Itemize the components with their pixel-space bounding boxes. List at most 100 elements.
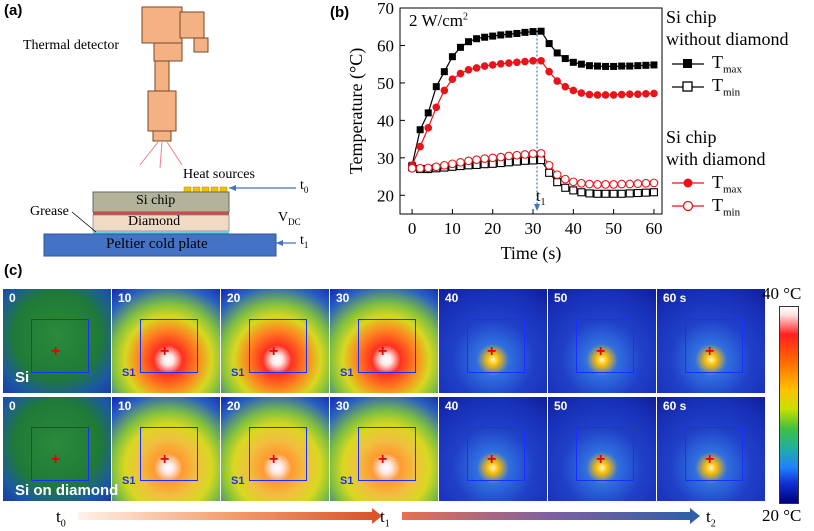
data-point [448,75,457,83]
frame-time-label: 40 [445,399,459,413]
si-chip-label: Si chip [136,193,176,208]
data-point [601,180,610,189]
data-point [536,148,546,158]
data-point [577,89,586,97]
thermal-frame: +40 [439,289,547,393]
thermal-frame: +50 [548,289,656,393]
thermal-frame: +30 S1 [330,397,438,501]
roi-box [249,319,307,373]
thermal-frame: +20 S1 [221,397,329,501]
data-point [585,62,593,70]
data-point [601,189,610,198]
data-point [505,30,513,38]
x-tick-label: 10 [444,219,461,238]
frame-time-label: 20 [227,399,241,413]
series-line [411,30,654,166]
data-point [488,153,498,163]
data-point [456,43,464,51]
data-point [504,151,514,161]
panel-c-label: (c) [4,262,23,279]
data-point [473,35,481,43]
t1-arrowhead [534,204,541,211]
data-point [553,77,561,85]
data-point [432,103,441,112]
data-point [650,61,658,69]
data-point [641,188,650,197]
data-point [545,67,553,76]
x-tick-label: 0 [408,219,417,238]
data-point [585,189,594,198]
roi-label: S1 [231,475,245,487]
diamond-label: Diamond [128,214,181,229]
legend-tmax-black-marker [683,59,692,68]
data-point [568,177,578,187]
thermal-row-si: +0 +10 S1 +20 S1 +30 S1 +40 +50 +60 s [3,289,767,393]
data-point [407,163,417,173]
data-point [480,154,489,163]
frame-time-label: 10 [118,291,132,305]
legend-group2-title: Si chip with diamond [666,127,766,169]
timeline-heating-arrowhead [372,508,382,524]
row-label-si: Si [15,369,30,386]
crosshair-icon: + [487,343,497,360]
plot-frame [399,7,663,215]
data-point [569,86,578,95]
data-point [625,189,634,198]
data-point [618,62,626,70]
data-point [593,189,602,198]
legend-tmax-red-marker [683,178,693,188]
thermal-frame: +30 S1 [330,289,438,393]
x-tick-label: 20 [484,219,501,238]
roi-label: S1 [122,367,136,379]
thermal-frame: +50 [548,397,656,501]
data-point [513,58,521,67]
data-point [431,162,441,172]
roi-label: S1 [340,475,354,487]
data-point [440,68,448,76]
data-point [625,90,634,98]
crosshair-icon: + [705,343,715,360]
data-point [617,90,626,99]
crosshair-icon: + [378,343,388,360]
crosshair-icon: + [51,343,61,360]
x-tick-label: 40 [565,219,582,238]
data-point [529,28,537,36]
data-point [440,86,449,95]
data-point [464,66,473,74]
data-point [617,189,626,198]
legend-group1-title: Si chip without diamond [666,7,789,49]
legend-markers-group1 [672,59,704,92]
roi-box [358,319,416,373]
data-point [528,149,538,159]
colorbar-bottom-label: 20 °C [762,506,802,525]
data-point [602,62,610,70]
data-point [472,64,481,72]
data-point [561,183,570,192]
data-point [593,180,602,189]
roi-box [685,427,743,481]
row-label-si-on-diamond: Si on diamond [15,482,119,499]
legend-tmax-red: Tmax [712,172,742,196]
data-point [448,159,457,169]
data-point [649,188,658,197]
grease-label: Grease [30,204,69,219]
thermal-frame: +10 S1 [112,289,220,393]
colorbar [779,306,799,504]
thermal-detector-icon [141,6,209,142]
x-tick-label: 30 [525,219,542,238]
frame-time-label: 60 s [663,399,687,413]
roi-box [140,319,198,373]
thermal-frame: +60 s [657,397,765,501]
frame-time-label: 10 [118,399,132,413]
frame-time-label: 30 [336,399,350,413]
data-point [520,150,530,159]
y-tick-label: 50 [377,74,394,93]
data-point [456,69,465,78]
timeline-t1-label: t1 [380,507,390,530]
data-point [626,62,634,70]
legend-tmax-black: Tmax [712,52,742,76]
thermal-image-grid: +0 +10 S1 +20 S1 +30 S1 +40 +50 +60 s +0 +10 S1 +20 S… [3,289,767,501]
peltier-cold-plate [43,233,277,257]
x-axis-label: Time (s) [501,243,562,264]
thermal-detector-label: Thermal detector [23,38,120,53]
